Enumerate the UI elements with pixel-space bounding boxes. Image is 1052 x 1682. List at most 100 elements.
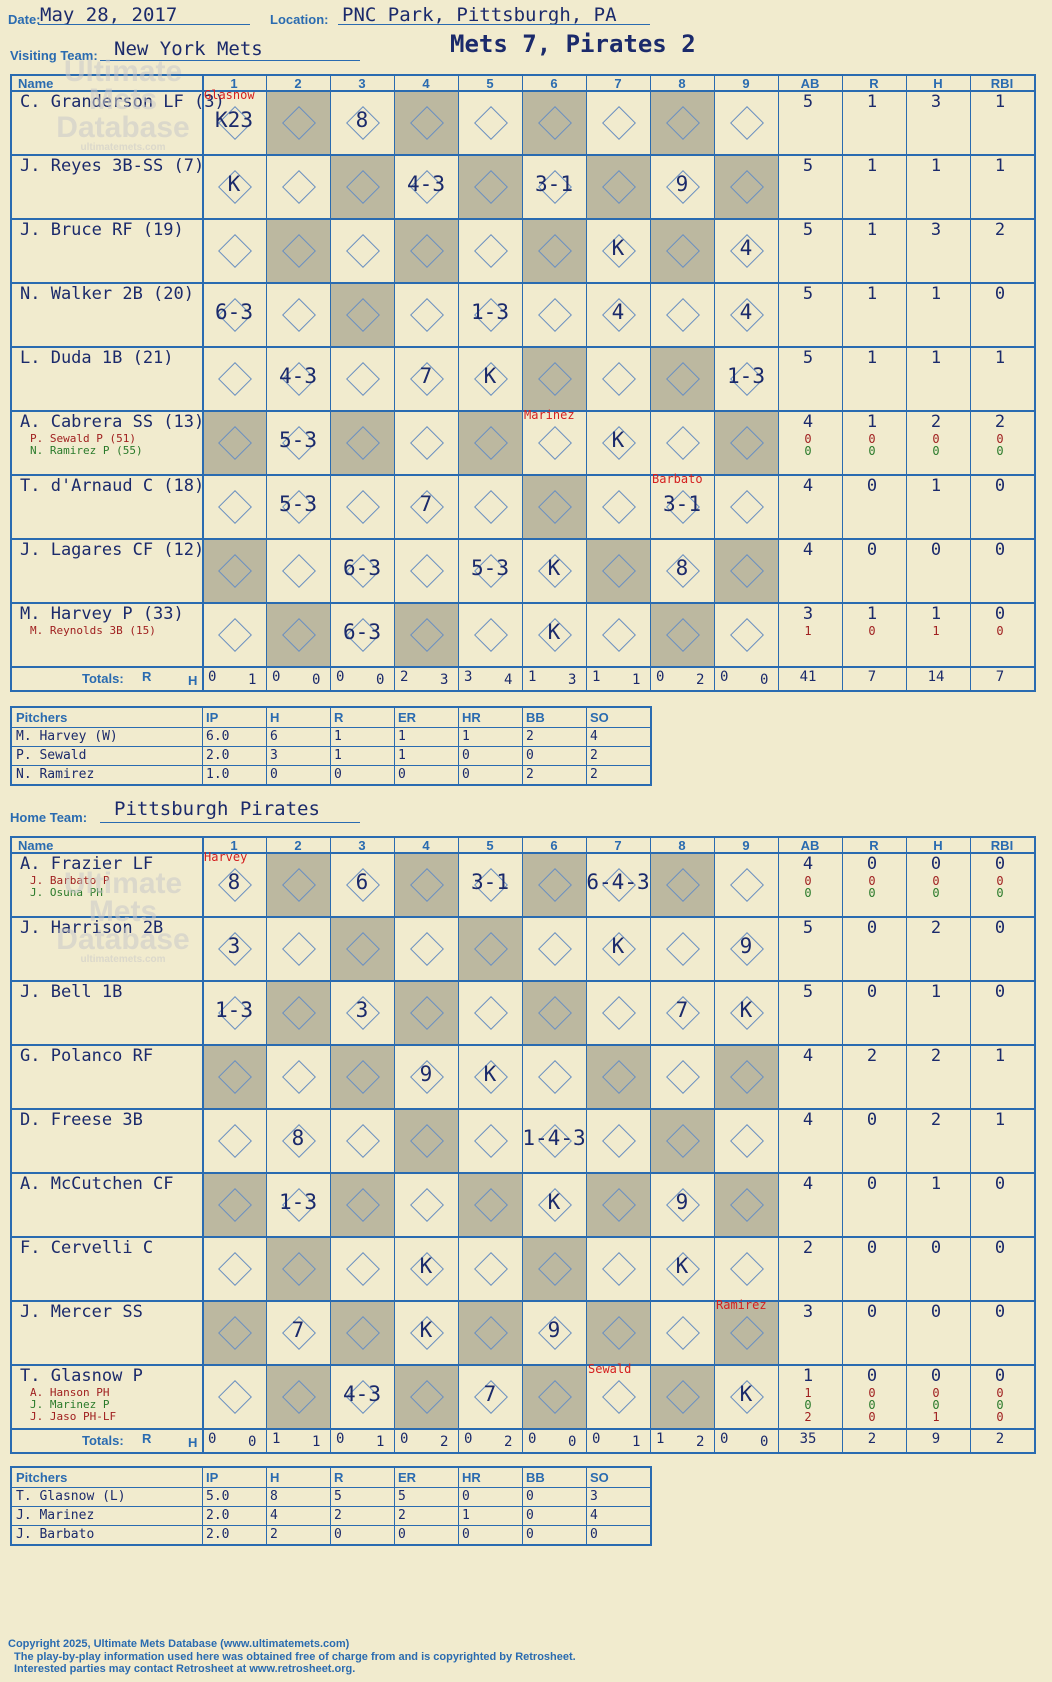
home-sub-name: J. Osuna PH [30, 886, 103, 899]
visitors-pitcher-col-line [202, 708, 203, 784]
visitors-pitcher-header: R [334, 710, 344, 725]
visitors-pitcher-header: BB [526, 710, 545, 725]
visitors-row-line [12, 538, 1034, 540]
home-player-stat: 2 [930, 1046, 942, 1066]
visitors-sub-name: N. Ramirez P (55) [30, 444, 143, 457]
home-pitcher-header: HR [462, 1470, 481, 1485]
visitors-shade-cell [522, 218, 586, 282]
visitors-header-line [12, 90, 1034, 92]
home-shade-cell [330, 916, 394, 980]
visitors-shade-cell [330, 282, 394, 346]
home-base-diamond [218, 1124, 252, 1158]
visitors-player-stat: 1 [866, 348, 878, 368]
home-col-line [714, 838, 715, 1452]
visitors-base-diamond [730, 106, 764, 140]
watermark-line: Database [56, 111, 190, 144]
visitors-sub-name: M. Reynolds 3B (15) [30, 624, 156, 637]
home-stat-header: AB [800, 838, 820, 853]
visitors-inning-runs: 3 [464, 669, 473, 685]
visitors-base-diamond [218, 234, 252, 268]
home-row-line [12, 980, 1034, 982]
home-base-diamond [282, 932, 316, 966]
visitors-sub-stat: 0 [868, 624, 876, 638]
home-sub-stat: 0 [804, 1398, 812, 1412]
home-base-diamond [666, 932, 700, 966]
home-play-result: 8 [291, 1126, 305, 1150]
visitors-pitching-change-note: Glasnow [204, 88, 255, 102]
home-pitcher-cell: 2 [398, 1508, 406, 1523]
visitors-totals-r-label: R [142, 669, 152, 684]
visitors-col-line [650, 76, 651, 690]
visitors-base-diamond [602, 490, 636, 524]
watermark-line: Ultimate [63, 867, 183, 900]
visitors-shade-cell [266, 90, 330, 154]
visitors-play-result: 5-3 [279, 428, 317, 452]
home-base-diamond [410, 1188, 444, 1222]
home-play-result: K [739, 1382, 753, 1406]
home-pitcher-header: H [270, 1470, 280, 1485]
visitors-player-stat: 5 [802, 348, 814, 368]
location-value: PNC Park, Pittsburgh, PA [342, 4, 617, 26]
visitors-inning-runs: 0 [272, 669, 281, 685]
home-pitcher-cell: 0 [526, 1489, 534, 1504]
visitors-shade-cell [330, 410, 394, 474]
home-col-line [202, 838, 204, 1452]
home-player-stat: 0 [930, 1238, 942, 1258]
visitors-shade-cell [266, 218, 330, 282]
home-pitcher-cell: J. Marinez [16, 1508, 95, 1523]
home-pitching-change-note: Ramirez [716, 1298, 767, 1312]
visitors-inning-header: 5 [486, 76, 494, 91]
visitors-inning-runs: 0 [208, 669, 217, 685]
visitors-shade-cell [266, 602, 330, 666]
visitors-base-diamond [218, 362, 252, 396]
visitors-pitcher-row-line [12, 765, 650, 766]
home-base-diamond [602, 1124, 636, 1158]
home-pitcher-cell: 5 [398, 1489, 406, 1504]
home-row-line [12, 1364, 1034, 1366]
visitors-col-line [330, 76, 331, 690]
home-shade-cell [266, 1236, 330, 1300]
visitors-pitcher-cell: 2.0 [206, 748, 230, 763]
visitors-shade-cell [586, 538, 650, 602]
visitors-shade-cell [330, 154, 394, 218]
visitors-inning-header: 3 [358, 76, 366, 91]
visitors-pitcher-cell: 1 [462, 729, 470, 744]
home-team-label: Home Team: [10, 810, 88, 825]
visitors-inning-hits: 0 [376, 672, 385, 688]
visitors-pitcher-cell: P. Sewald [16, 748, 87, 763]
home-play-result: 8 [227, 870, 241, 894]
home-inning-hits: 1 [632, 1434, 641, 1450]
visitors-player-stat: 5 [802, 284, 814, 304]
home-player-name: A. Frazier LF [20, 854, 154, 874]
visitors-base-diamond [666, 298, 700, 332]
visitors-pitcher-col-line [330, 708, 331, 784]
visitors-player-name: J. Bruce RF (19) [20, 220, 184, 240]
home-sub-stat: 0 [804, 886, 812, 900]
visitors-stat-total: 41 [799, 669, 817, 685]
home-shade-cell [202, 1300, 266, 1364]
visitors-col-line [842, 76, 843, 690]
home-sub-stat: 0 [996, 1410, 1004, 1424]
visitors-stat-total: 7 [995, 669, 1005, 685]
visitors-play-result: 9 [675, 172, 689, 196]
visitors-inning-hits: 0 [760, 672, 769, 688]
home-base-diamond [602, 1252, 636, 1286]
home-shade-cell [330, 1300, 394, 1364]
visitors-row-line [12, 666, 1034, 668]
home-pitcher-header: Pitchers [16, 1470, 68, 1485]
home-stat-header: H [933, 838, 943, 853]
home-player-name: F. Cervelli C [20, 1238, 154, 1258]
visitors-sub-stat: 0 [996, 444, 1004, 458]
visitors-pitching-change-note: Marinez [524, 408, 575, 422]
visitors-sub-stat: 1 [804, 624, 812, 638]
home-play-result: 6 [355, 870, 369, 894]
visitors-base-diamond [602, 362, 636, 396]
home-inning-runs: 0 [528, 1431, 537, 1447]
home-play-result: K [675, 1254, 689, 1278]
home-sub-stat: 0 [932, 886, 940, 900]
visitors-player-stat: 1 [930, 604, 942, 624]
score-title: Mets 7, Pirates 2 [450, 30, 696, 58]
home-play-result: 7 [291, 1318, 305, 1342]
home-shade-cell [266, 1364, 330, 1428]
home-inning-runs: 1 [272, 1431, 281, 1447]
